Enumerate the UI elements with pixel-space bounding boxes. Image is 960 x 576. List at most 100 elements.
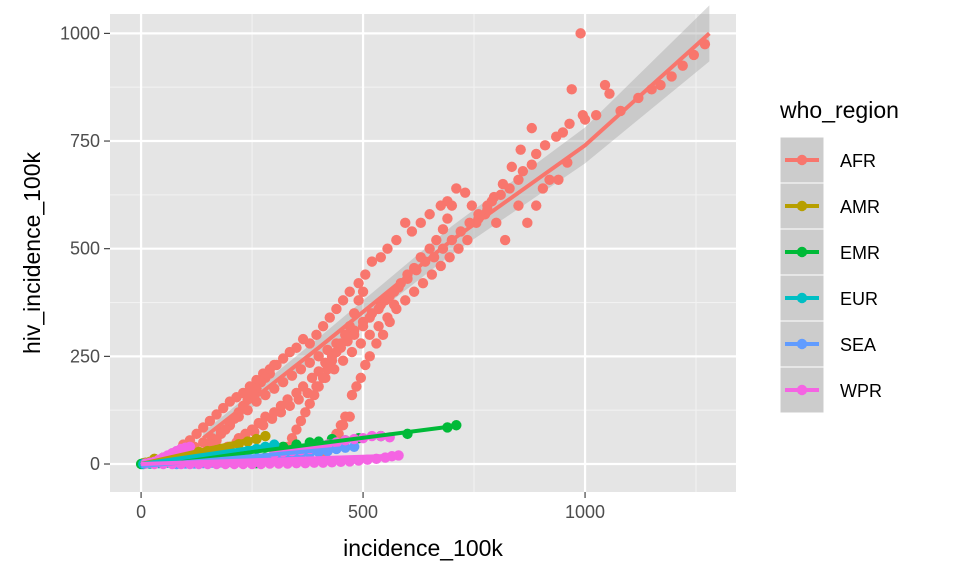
data-point-afr xyxy=(317,372,329,384)
data-point-afr xyxy=(277,353,289,364)
data-point-afr xyxy=(435,200,446,211)
data-point-afr xyxy=(311,329,322,341)
data-point-afr xyxy=(526,159,537,170)
data-point-afr xyxy=(351,381,362,392)
data-point-afr xyxy=(426,269,438,280)
data-point-afr xyxy=(284,346,296,358)
data-point-afr xyxy=(400,217,411,229)
legend-key-point xyxy=(796,246,808,258)
confidence-bands xyxy=(203,5,710,445)
legend-label: EMR xyxy=(840,243,880,263)
legend-label: SEA xyxy=(840,335,876,355)
data-point-afr xyxy=(415,252,426,263)
x-axis-title: incidence_100k xyxy=(343,535,503,561)
legend-item-sea: SEA xyxy=(779,320,876,368)
legend-key-point xyxy=(796,292,808,304)
data-point-afr xyxy=(198,422,209,433)
data-point-afr xyxy=(431,234,442,246)
legend-label: EUR xyxy=(840,289,878,309)
legend-label: AFR xyxy=(840,151,876,171)
data-point-afr xyxy=(497,178,509,190)
trend-line-afr xyxy=(202,31,711,440)
y-tick-label: 1000 xyxy=(60,23,100,43)
data-point-afr xyxy=(297,333,309,345)
data-point-afr xyxy=(513,200,524,211)
data-point-afr xyxy=(297,381,309,392)
data-point-afr xyxy=(531,200,542,211)
x-tick-label: 1000 xyxy=(565,502,605,522)
data-point-afr xyxy=(375,252,387,263)
data-point-afr xyxy=(360,359,371,371)
data-point-afr xyxy=(344,286,355,297)
data-point-afr xyxy=(444,252,455,263)
data-point-afr xyxy=(313,351,324,362)
legend-item-amr: AMR xyxy=(779,182,880,230)
data-point-afr xyxy=(340,329,351,341)
afr-confidence-band xyxy=(203,5,710,445)
data-point-afr xyxy=(300,407,311,418)
data-point-afr xyxy=(282,394,293,405)
data-point-afr xyxy=(442,213,453,224)
y-tick-label: 500 xyxy=(70,239,100,259)
data-point-afr xyxy=(499,234,511,246)
data-point-afr xyxy=(373,321,384,332)
data-point-afr xyxy=(353,295,364,306)
data-point-afr xyxy=(435,260,446,272)
data-point-afr xyxy=(211,409,222,420)
data-point-afr xyxy=(604,88,615,99)
legend-title: who_region xyxy=(779,97,899,123)
data-point-afr xyxy=(366,256,378,267)
legend-item-emr: EMR xyxy=(779,228,880,276)
data-point-afr xyxy=(355,338,367,349)
x-tick-label: 0 xyxy=(136,502,146,522)
legend-key-point xyxy=(796,338,808,350)
data-point-afr xyxy=(309,389,320,401)
y-tick-label: 750 xyxy=(70,131,100,151)
data-point-afr xyxy=(326,355,338,366)
x-tick-label: 500 xyxy=(348,502,378,522)
data-point-afr xyxy=(269,407,280,418)
data-point-afr xyxy=(322,364,333,375)
data-point-afr xyxy=(522,217,533,229)
data-point-afr xyxy=(346,389,358,401)
data-point-afr xyxy=(260,411,271,422)
data-point-afr xyxy=(655,79,666,91)
data-point-afr xyxy=(677,60,688,71)
data-point-afr xyxy=(424,243,435,254)
legend-label: WPR xyxy=(840,381,882,401)
data-point-afr xyxy=(544,174,555,185)
data-point-afr xyxy=(491,217,502,229)
data-point-afr xyxy=(462,234,473,246)
data-point-afr xyxy=(539,140,551,151)
data-point-afr xyxy=(517,165,529,177)
data-point-afr xyxy=(550,131,562,142)
legend-item-wpr: WPR xyxy=(779,366,882,414)
data-point-afr xyxy=(304,398,315,409)
data-point-afr xyxy=(355,372,367,384)
data-point-afr xyxy=(317,321,329,332)
data-point-afr xyxy=(331,346,342,358)
data-point-afr xyxy=(575,28,586,39)
data-point-afr xyxy=(360,269,371,280)
data-point-afr xyxy=(337,295,349,306)
data-point-afr xyxy=(335,338,347,349)
data-point-afr xyxy=(537,183,549,194)
data-point-afr xyxy=(666,71,677,82)
data-point-afr xyxy=(313,381,324,392)
data-point-afr xyxy=(337,355,349,366)
data-point-wpr xyxy=(317,457,329,468)
data-point-afr xyxy=(191,428,202,440)
data-point-afr xyxy=(348,329,360,341)
y-axis-title: hiv_incidence_100k xyxy=(19,151,45,354)
trend-line-eur xyxy=(140,442,275,466)
data-point-afr xyxy=(218,402,229,414)
data-point-afr xyxy=(553,174,564,185)
data-point-afr xyxy=(513,174,524,185)
data-point-afr xyxy=(371,338,382,349)
legend-key-point xyxy=(796,200,808,212)
data-point-afr xyxy=(453,243,464,254)
data-point-afr xyxy=(384,316,395,328)
data-point-afr xyxy=(437,224,449,235)
legend-key-point xyxy=(796,154,808,166)
